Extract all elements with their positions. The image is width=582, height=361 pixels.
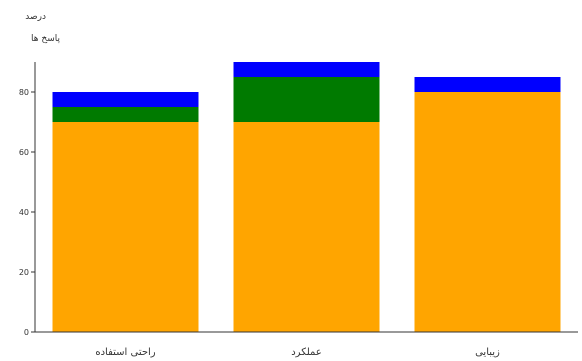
y-tick-label: 60 <box>19 148 29 157</box>
bar-segment-1-1 <box>52 122 199 332</box>
bar-segment-3-1 <box>414 92 561 332</box>
axes-group <box>34 62 578 333</box>
y-ticks-group: 0 20 40 60 80 <box>19 88 35 337</box>
bar-segment-1-3 <box>52 92 199 107</box>
y-axis-title-line-2: پاسخ ها <box>31 34 60 44</box>
y-tick-label: 20 <box>19 268 29 277</box>
y-axis-title-line-1: درصد <box>25 12 46 22</box>
y-axis-title: درصد پاسخ ها <box>25 12 60 44</box>
x-tick-label: زیبایی <box>475 347 500 358</box>
y-tick-label: 0 <box>24 328 29 337</box>
bar-segment-1-2 <box>52 107 199 122</box>
bar-segment-3-3 <box>414 77 561 92</box>
bars-group <box>52 62 561 332</box>
y-tick-label: 80 <box>19 88 29 97</box>
x-tick-label: عملکرد <box>291 347 322 358</box>
bar-segment-2-1 <box>233 122 380 332</box>
bar-segment-2-3 <box>233 62 380 77</box>
y-tick-label: 40 <box>19 208 29 217</box>
bar-segment-2-2 <box>233 77 380 122</box>
x-tick-label: راحتی استفاده <box>95 347 155 358</box>
x-labels-group: راحتی استفاده عملکرد زیبایی <box>95 347 500 358</box>
